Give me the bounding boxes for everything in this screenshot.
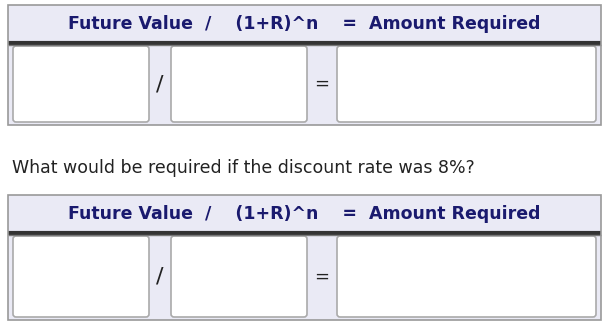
- Bar: [8, 195, 601, 320]
- FancyBboxPatch shape: [13, 236, 149, 317]
- FancyBboxPatch shape: [337, 46, 596, 122]
- Bar: [8, 5, 601, 125]
- FancyBboxPatch shape: [337, 236, 596, 317]
- Bar: [8, 195, 601, 320]
- FancyBboxPatch shape: [171, 46, 307, 122]
- Text: Future Value  /    (1+R)^n    =  Amount Required: Future Value / (1+R)^n = Amount Required: [68, 15, 541, 33]
- Text: =: =: [314, 75, 329, 93]
- Bar: [8, 5, 601, 125]
- Text: /: /: [157, 74, 164, 94]
- Text: /: /: [157, 266, 164, 286]
- Text: Future Value  /    (1+R)^n    =  Amount Required: Future Value / (1+R)^n = Amount Required: [68, 205, 541, 223]
- Text: What would be required if the discount rate was 8%?: What would be required if the discount r…: [12, 159, 475, 177]
- FancyBboxPatch shape: [171, 236, 307, 317]
- FancyBboxPatch shape: [13, 46, 149, 122]
- Text: =: =: [314, 267, 329, 285]
